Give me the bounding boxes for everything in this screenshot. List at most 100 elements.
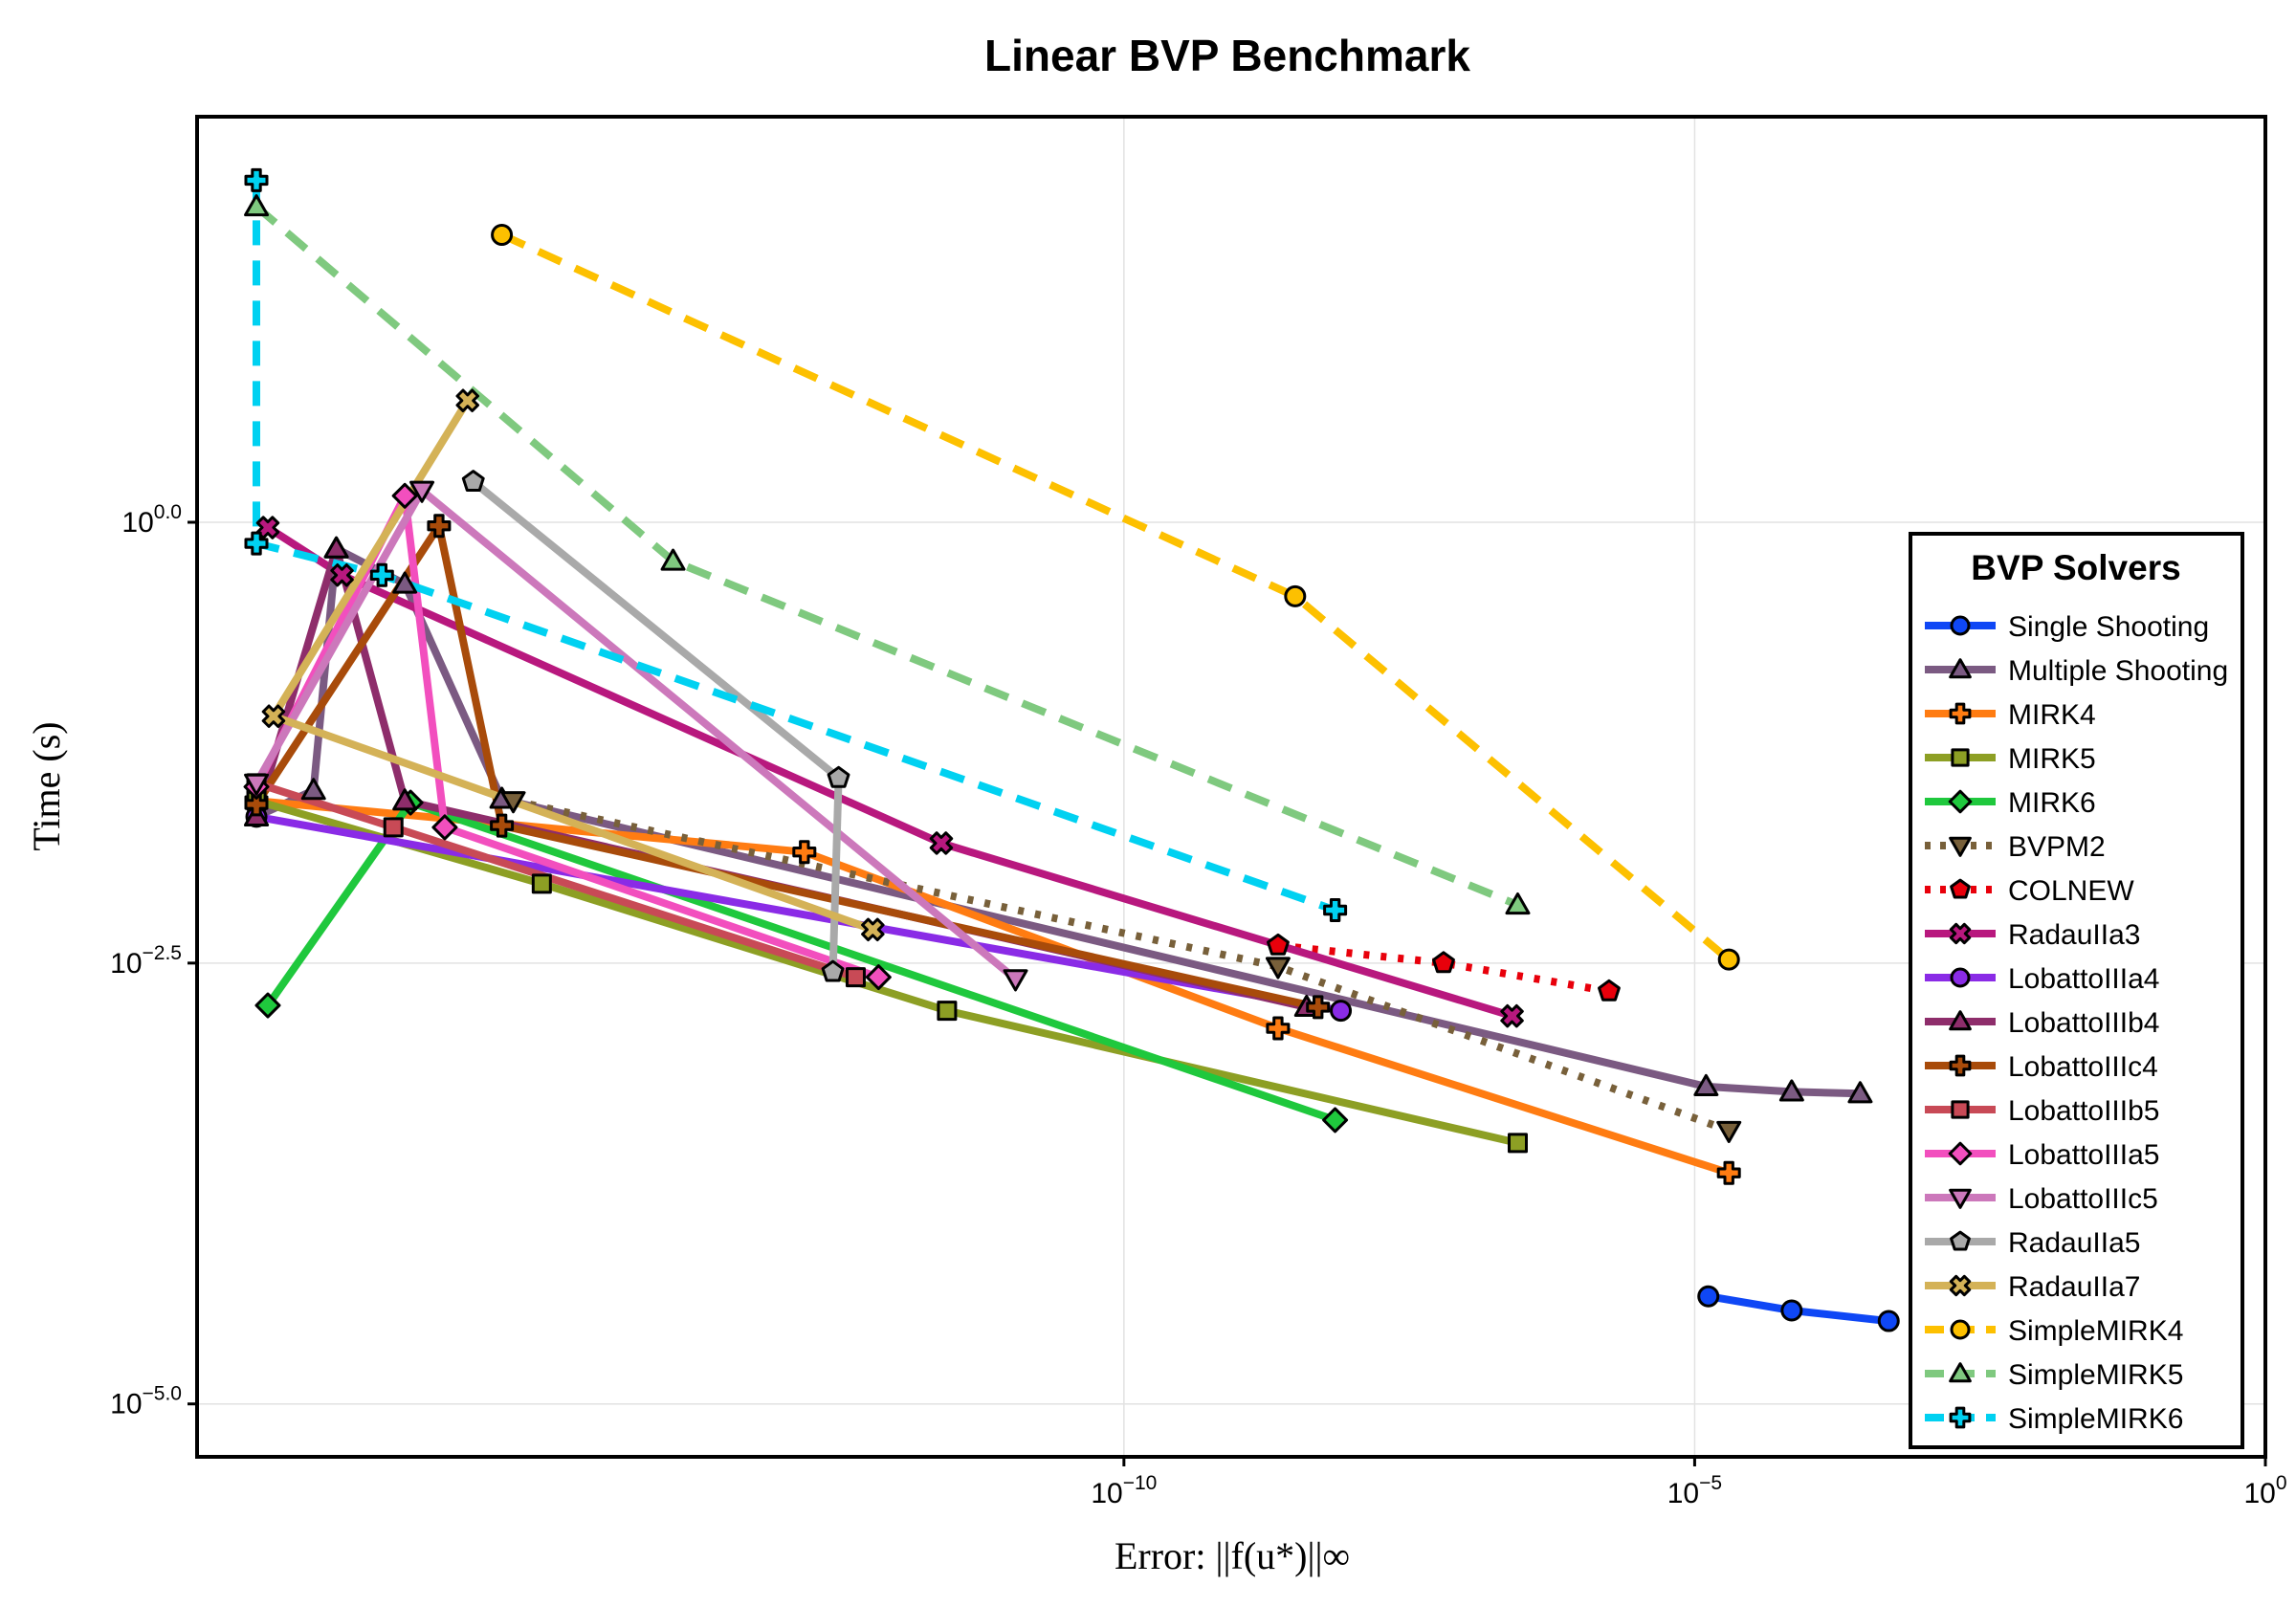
data-point [1432,951,1455,974]
data-point [929,831,954,855]
data-point [1951,1100,1970,1119]
series-markers [244,194,1531,915]
y-tick-label: 100.0 [121,501,182,539]
ticks: 10−10 10−5 100 100.0 10−2.5 10−5.0 [110,501,2286,1509]
series-line [253,180,1336,914]
data-point [792,840,817,865]
data-point [300,778,326,801]
data-point [1949,1188,1972,1209]
series-line [512,797,1731,1134]
data-point [1322,1107,1349,1134]
data-point [323,536,349,559]
data-point [490,813,515,838]
data-point [461,470,485,492]
series-markers [1697,1285,1900,1332]
legend-entry: SimpleMIRK5 [1925,1359,2183,1391]
legend-entry: LobattoIIIb5 [1925,1095,2159,1127]
series-markers [255,516,1524,1028]
y-tick-label: 10−2.5 [110,942,182,980]
legend-label: RadauIIa5 [2008,1227,2140,1259]
data-point [1716,1120,1742,1143]
data-point [1949,922,1972,945]
legend-entry: MIRK6 [1925,787,2096,819]
data-point [383,817,404,838]
data-point [244,792,269,817]
data-point [1950,615,1971,636]
data-point [1003,969,1028,992]
legend-entry: SimpleMIRK6 [1925,1403,2183,1435]
data-point [1949,1010,1972,1031]
series-markers [244,514,1331,1020]
series-markers [491,224,1740,971]
data-point [1265,957,1291,980]
data-point [1847,1081,1873,1104]
series-colnew [1277,941,1610,996]
series-multiple-shooting [254,544,1861,1098]
legend-entry: SimpleMIRK4 [1925,1315,2183,1347]
data-point [1949,1274,1972,1297]
series-line [253,521,1319,1011]
data-point [369,562,394,587]
data-point [1267,933,1290,956]
data-point [865,964,892,991]
legend-label: Single Shooting [2008,611,2209,643]
data-point [244,167,269,192]
series-simplemirk4 [499,231,1732,963]
legend-entry: RadauIIa5 [1925,1227,2140,1259]
legend-label: SimpleMIRK4 [2008,1315,2183,1347]
series-line [265,524,1513,1020]
chart-title: Linear BVP Benchmark [984,31,1470,80]
data-point [1877,1310,1900,1332]
legend-label: SimpleMIRK6 [2008,1403,2183,1435]
series-markers [500,791,1742,1143]
legend-label: MIRK4 [2008,699,2096,731]
data-point [409,480,435,503]
series-markers [244,536,1319,1018]
series-markers [261,388,885,942]
data-point [531,873,552,894]
data-point [392,788,418,811]
legend-title: BVP Solvers [1971,548,2180,587]
data-point [1500,1003,1524,1028]
data-point [431,814,458,841]
data-point [244,531,269,556]
legend-label: LobattoIIIc4 [2008,1051,2158,1083]
data-point [1306,995,1331,1020]
legend-entry: Multiple Shooting [1925,655,2228,687]
data-point [254,992,281,1019]
series-radauiia3 [265,524,1513,1020]
legend-entry: Single Shooting [1925,611,2209,643]
legend-label: COLNEW [2008,875,2134,907]
legend-label: LobattoIIIa4 [2008,963,2159,995]
data-point [455,388,479,412]
legend-entry: LobattoIIIa4 [1925,963,2159,995]
data-point [1778,1079,1804,1102]
data-point [937,1001,958,1022]
data-point [1330,1000,1353,1023]
data-point [845,967,866,988]
data-point [392,571,418,594]
data-point [391,482,418,509]
legend-label: BVPM2 [2008,831,2106,863]
series-markers [244,480,1028,992]
data-point [1948,1141,1973,1166]
data-point [1951,748,1970,767]
legend-label: MIRK6 [2008,787,2096,819]
data-point [660,548,686,571]
data-point [827,765,850,788]
data-point [244,773,270,796]
data-point [1507,1133,1528,1154]
x-tick-label: 100 [2243,1472,2286,1509]
legend-entry: LobattoIIIc4 [1925,1051,2158,1083]
data-point [491,224,514,247]
series-lobattoiiia5 [253,492,880,981]
legend-entry: BVPM2 [1925,831,2106,863]
data-point [1950,967,1971,988]
legend-label: LobattoIIIb5 [2008,1095,2159,1127]
data-point [1717,948,1740,971]
data-point [1716,1160,1741,1185]
series-lobattoiiia4 [255,812,1342,1015]
data-point [244,194,270,217]
x-tick-label: 10−10 [1091,1472,1157,1509]
data-point [427,514,452,539]
